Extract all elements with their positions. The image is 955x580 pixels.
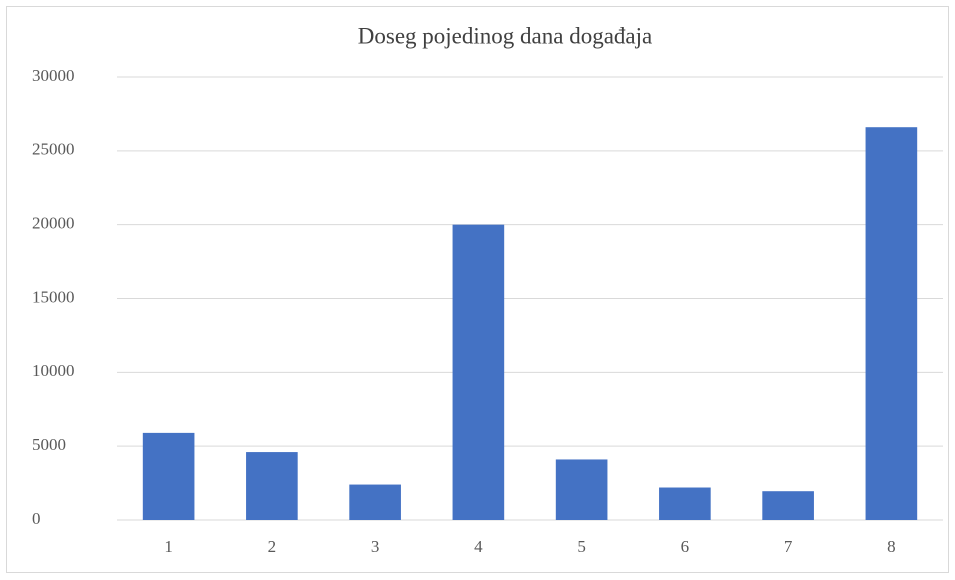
x-tick-label: 6 [681, 537, 690, 556]
y-tick-label: 20000 [32, 214, 75, 233]
bar [452, 224, 505, 520]
x-tick-label: 7 [784, 537, 793, 556]
x-tick-label: 5 [577, 537, 586, 556]
y-tick-label: 10000 [32, 361, 75, 380]
bar [659, 487, 711, 520]
bar [762, 491, 814, 520]
x-tick-label: 1 [164, 537, 173, 556]
y-tick-label: 5000 [32, 435, 66, 454]
bar [246, 452, 298, 520]
bar [865, 127, 918, 520]
bar [349, 484, 401, 520]
chart-title: Doseg pojedinog dana događaja [358, 23, 652, 48]
bar [555, 459, 608, 520]
y-tick-label: 0 [32, 509, 41, 528]
bar [142, 432, 195, 520]
x-tick-label: 2 [268, 537, 277, 556]
y-tick-label: 25000 [32, 140, 75, 159]
x-tick-label: 4 [474, 537, 483, 556]
y-tick-label: 15000 [32, 287, 75, 306]
x-tick-label: 8 [887, 537, 896, 556]
x-tick-label: 3 [371, 537, 380, 556]
y-tick-label: 30000 [32, 66, 75, 85]
